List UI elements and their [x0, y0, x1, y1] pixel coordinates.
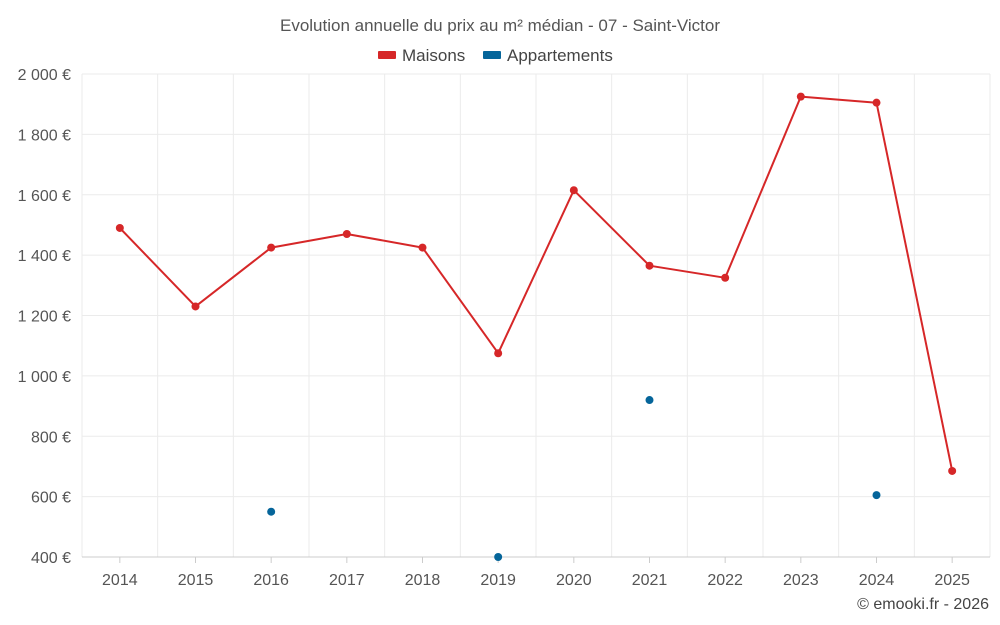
- x-tick-label: 2021: [632, 572, 668, 589]
- data-point-maisons[interactable]: [494, 349, 503, 358]
- y-tick-label: 1 800 €: [18, 127, 71, 144]
- x-tick-label: 2016: [253, 572, 289, 589]
- x-tick-label: 2025: [934, 572, 970, 589]
- x-tick-label: 2022: [707, 572, 743, 589]
- data-point-appartements[interactable]: [645, 396, 654, 405]
- x-tick-label: 2014: [102, 572, 138, 589]
- legend: Maisons Appartements: [378, 46, 613, 65]
- x-tick-label: 2017: [329, 572, 365, 589]
- y-tick-label: 1 600 €: [18, 188, 71, 205]
- x-tick-label: 2023: [783, 572, 819, 589]
- legend-item-maisons[interactable]: Maisons: [378, 46, 465, 65]
- credit-text: © emooki.fr - 2026: [857, 596, 989, 613]
- x-tick-label: 2015: [178, 572, 214, 589]
- legend-swatch-maisons: [378, 51, 396, 59]
- data-point-maisons[interactable]: [342, 229, 351, 238]
- series-line-maisons: [119, 95, 954, 472]
- data-point-maisons[interactable]: [948, 466, 957, 475]
- x-tick-label: 2020: [556, 572, 592, 589]
- data-point-maisons[interactable]: [115, 223, 124, 232]
- chart-title: Evolution annuelle du prix au m² médian …: [280, 16, 720, 35]
- legend-label-maisons: Maisons: [402, 46, 465, 65]
- legend-label-appartements: Appartements: [507, 46, 613, 65]
- y-tick-label: 1 000 €: [18, 369, 71, 386]
- legend-item-appartements[interactable]: Appartements: [483, 46, 613, 65]
- data-point-maisons[interactable]: [645, 261, 654, 270]
- y-axis: 400 € 600 € 800 € 1 000 € 1 200 € 1 400 € 1 60…: [18, 67, 71, 567]
- data-point-appartements[interactable]: [267, 507, 276, 516]
- x-axis: 2014 2015 2016 2017 2018 2019 2020 2021 2022 2023…: [82, 556, 990, 589]
- y-tick-label: 800 €: [31, 429, 71, 446]
- data-point-maisons[interactable]: [796, 92, 805, 101]
- y-tick-label: 2 000 €: [18, 67, 71, 84]
- data-point-maisons[interactable]: [418, 243, 427, 252]
- x-tick-label: 2019: [480, 572, 516, 589]
- data-point-maisons[interactable]: [721, 273, 730, 282]
- data-point-maisons[interactable]: [191, 302, 200, 311]
- y-tick-label: 1 200 €: [18, 309, 71, 326]
- legend-swatch-appartements: [483, 51, 501, 59]
- data-point-appartements[interactable]: [872, 491, 881, 500]
- x-tick-label: 2024: [859, 572, 895, 589]
- y-tick-label: 1 400 €: [18, 248, 71, 265]
- plot-area: [115, 92, 957, 561]
- grid: [81, 73, 991, 558]
- data-point-maisons[interactable]: [267, 243, 276, 252]
- data-point-appartements[interactable]: [494, 553, 503, 561]
- x-tick-label: 2018: [405, 572, 441, 589]
- y-tick-label: 600 €: [31, 490, 71, 507]
- data-point-maisons[interactable]: [569, 186, 578, 195]
- y-tick-label: 400 €: [31, 550, 71, 567]
- data-point-maisons[interactable]: [872, 98, 881, 107]
